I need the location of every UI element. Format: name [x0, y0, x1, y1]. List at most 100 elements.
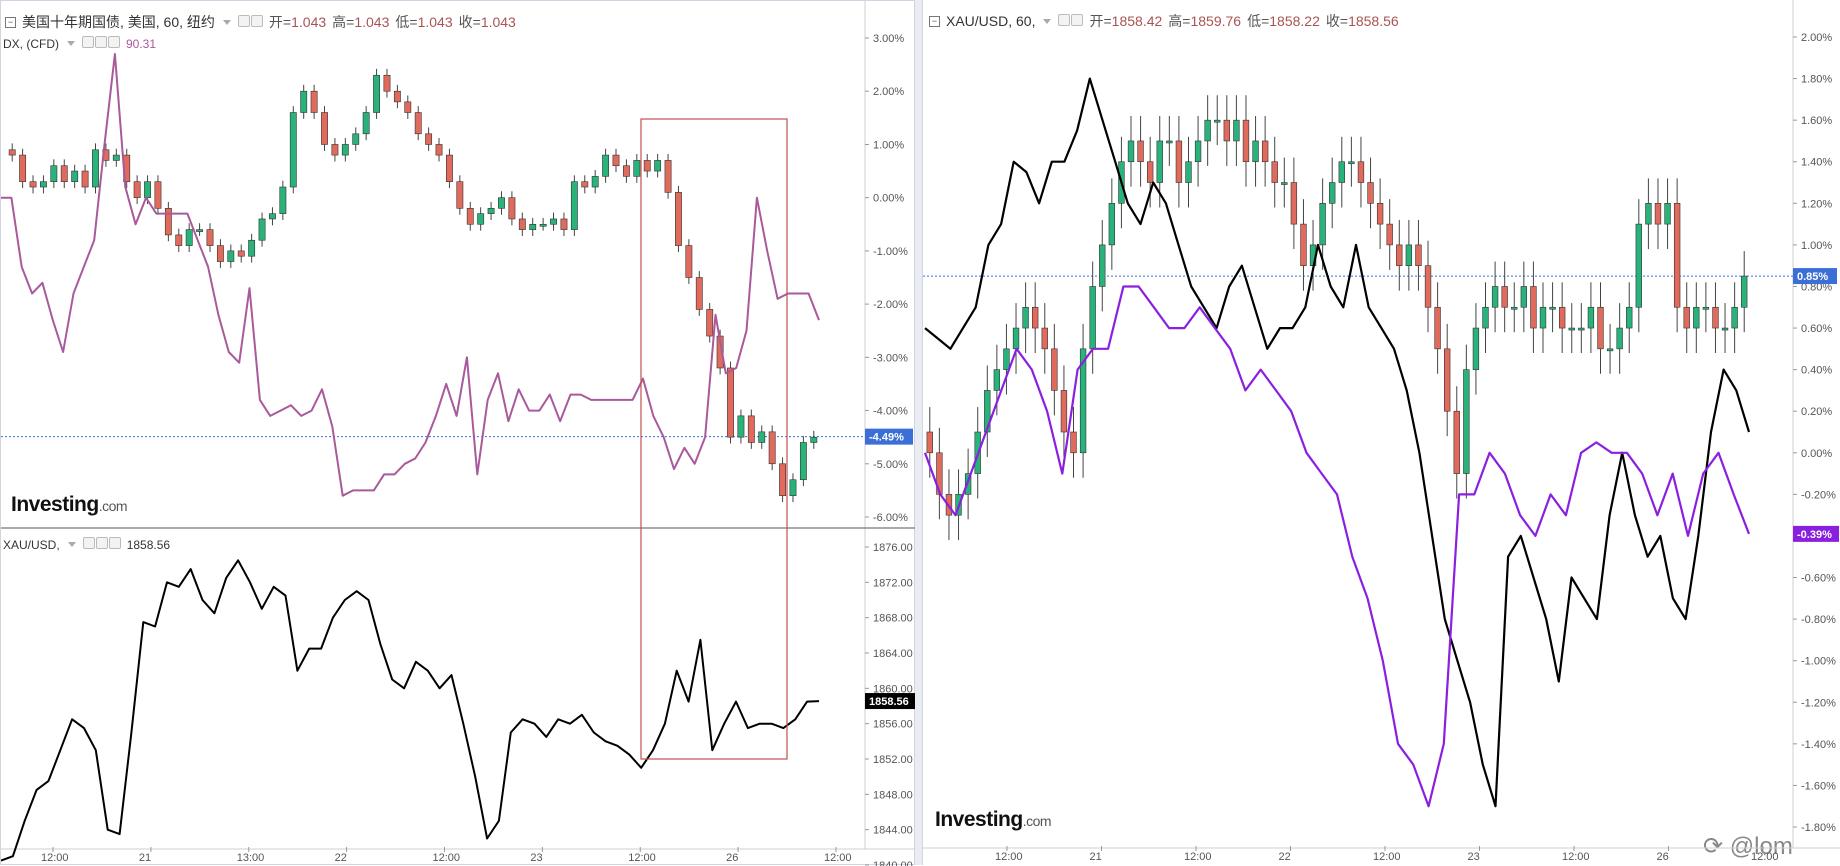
gold-candle	[1635, 223, 1642, 308]
right-axis-tick-label: 0.40%	[1801, 365, 1832, 377]
close-label: 收=	[458, 14, 481, 30]
gold-candle	[1721, 327, 1729, 331]
left-time-axis-label: 12:00	[41, 852, 69, 864]
close-icon[interactable]	[108, 537, 121, 549]
left-bottom-axis-tick-label: 1852.00	[873, 754, 913, 766]
treasury-candle	[279, 186, 287, 214]
open-value: 1858.42	[1111, 13, 1163, 29]
gold-candle	[1606, 348, 1614, 352]
left-time-axis-label: 12:00	[433, 852, 461, 864]
watermark: ⟳ @lom	[1703, 832, 1793, 861]
gold-candle	[1041, 327, 1048, 350]
legend-buttons	[82, 537, 121, 552]
close-value: 1858.56	[1348, 13, 1399, 29]
right-price-badge-purple: -0.39%	[1797, 529, 1832, 541]
gear-icon[interactable]	[95, 537, 108, 549]
gold-candle	[945, 494, 953, 516]
treasury-candle	[362, 112, 370, 135]
right-time-axis-label: 26	[1657, 851, 1669, 863]
gold-candle	[1137, 140, 1144, 163]
treasury-candle	[300, 90, 308, 113]
gold-candle	[1396, 244, 1403, 266]
treasury-candle	[550, 218, 557, 225]
treasury-candle	[716, 335, 724, 369]
gold-candle	[1463, 369, 1470, 474]
gold-candle	[1271, 161, 1278, 183]
gold-candle	[1645, 203, 1652, 225]
treasury-candle	[154, 181, 162, 209]
legend-buttons	[1057, 13, 1084, 29]
treasury-candle	[425, 133, 433, 145]
left-top-axis-tick-label: -5.00%	[873, 459, 908, 471]
low-value: 1858.22	[1269, 13, 1320, 29]
gold-candle	[1070, 431, 1077, 454]
treasury-candle	[258, 218, 266, 241]
low-value: 1.043	[417, 14, 453, 30]
gold-candle	[1233, 119, 1240, 142]
right-axis-tick-label: -1.40%	[1801, 739, 1836, 751]
treasury-candle	[570, 181, 578, 230]
gear-icon[interactable]	[1071, 14, 1084, 26]
gold-candle	[1079, 348, 1087, 454]
treasury-candle	[373, 74, 380, 113]
treasury-candle	[518, 218, 526, 230]
left-time-axis-label: 26	[726, 852, 738, 864]
right-price-badge-blue: 0.85%	[1797, 271, 1828, 283]
left-top-axis-tick-label: 3.00%	[873, 33, 904, 45]
dx-value: 90.31	[126, 36, 157, 51]
right-axis-tick-label: -0.60%	[1801, 573, 1836, 585]
gear-icon[interactable]	[250, 15, 263, 27]
treasury-candle	[269, 213, 276, 220]
treasury-candle	[612, 154, 620, 167]
chevron-down-icon[interactable]	[67, 41, 75, 46]
gold-candle	[1578, 327, 1585, 331]
gold-candle	[1424, 265, 1432, 308]
right-time-axis-label: 12:00	[995, 851, 1023, 863]
chevron-down-icon[interactable]	[1043, 18, 1052, 24]
gold-candle	[1587, 306, 1595, 329]
open-label: 开=	[268, 14, 292, 30]
gold-candle	[1520, 286, 1528, 308]
treasury-candle	[123, 154, 131, 182]
gold-candle	[936, 452, 943, 495]
treasury-symbol: 美国十年期国债, 美国, 60, 纽约	[22, 14, 215, 30]
gold-candle	[1214, 119, 1221, 123]
collapse-icon[interactable]: −	[5, 16, 16, 28]
panel-separator[interactable]	[915, 0, 922, 865]
gear-icon[interactable]	[95, 36, 107, 48]
close-value: 1.043	[480, 14, 516, 30]
gold-candle	[1300, 223, 1307, 266]
gold-candle	[1242, 119, 1250, 163]
eye-icon[interactable]	[1058, 14, 1071, 26]
gold-candle	[1089, 286, 1096, 350]
gold-candle	[1472, 327, 1480, 370]
treasury-candle	[227, 250, 235, 262]
left-time-axis-label: 23	[530, 852, 542, 864]
eye-icon[interactable]	[237, 15, 250, 27]
treasury-candle	[643, 160, 651, 172]
chevron-down-icon[interactable]	[67, 542, 76, 547]
eye-icon[interactable]	[82, 36, 94, 48]
treasury-candle	[477, 213, 485, 225]
treasury-candle	[602, 154, 610, 177]
chevron-down-icon[interactable]	[222, 19, 231, 25]
collapse-icon[interactable]: −	[929, 15, 940, 27]
close-icon[interactable]	[108, 36, 120, 48]
left-time-axis-label: 22	[335, 852, 347, 864]
gold-candle	[1022, 306, 1029, 329]
eye-icon[interactable]	[82, 537, 95, 549]
gold-candle	[1444, 348, 1451, 412]
treasury-candle	[404, 101, 412, 113]
gold-candle	[1309, 244, 1317, 266]
treasury-candle	[747, 415, 755, 443]
left-top-axis-tick-label: -1.00%	[873, 246, 908, 258]
left-top-axis-tick-label: -4.00%	[873, 406, 908, 418]
gold-candle	[1434, 306, 1441, 350]
watermark-text: @lom	[1729, 833, 1793, 860]
logo-brand: Investing	[11, 493, 99, 516]
right-chart-svg: 2.00% 1.80% 1.60% 1.40% 1.20% 1.00% 0.80% 0.60%…	[923, 0, 1840, 863]
black-line	[924, 77, 1751, 808]
treasury-candle	[768, 431, 776, 465]
treasury-candle	[622, 165, 630, 177]
gold-candle	[1281, 182, 1288, 185]
